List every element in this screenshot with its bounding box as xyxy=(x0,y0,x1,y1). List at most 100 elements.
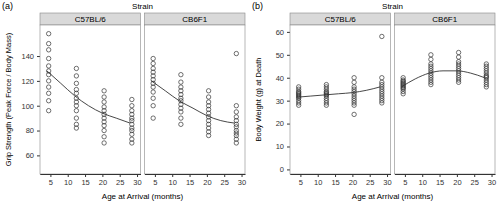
x-tick: 5 xyxy=(299,174,303,187)
point xyxy=(46,64,50,68)
x-tick-label: 15 xyxy=(436,178,444,187)
point xyxy=(151,104,155,108)
x-axis-line xyxy=(41,174,142,175)
strip-label: CB6F1 xyxy=(182,15,207,24)
x-tick-mark xyxy=(474,174,475,177)
point xyxy=(46,31,50,35)
y-tick: 10 xyxy=(276,142,290,151)
y-axis-title: Body Weight (g) at Death xyxy=(254,57,263,141)
x-tick-label: 10 xyxy=(419,178,427,187)
y-tick-label: 10 xyxy=(276,142,284,151)
y-tick: 60 xyxy=(276,28,290,37)
marks xyxy=(151,51,239,145)
y-tick-mark xyxy=(287,101,290,102)
y-tick-mark xyxy=(287,78,290,79)
y-tick: 100 xyxy=(21,102,40,111)
plot-frame xyxy=(290,25,391,174)
y-tick-label: 20 xyxy=(276,119,284,128)
point xyxy=(151,61,155,65)
facet: C57BL/651015202530 xyxy=(40,13,142,187)
point xyxy=(296,103,300,107)
x-tick: 20 xyxy=(349,174,357,187)
marks xyxy=(296,34,384,116)
point xyxy=(46,79,50,83)
x-tick: 5 xyxy=(403,174,407,187)
point xyxy=(46,56,50,60)
x-tick-label: 20 xyxy=(99,178,107,187)
x-tick-mark xyxy=(300,174,301,177)
y-tick-label: 60 xyxy=(276,28,284,37)
point xyxy=(102,95,106,99)
strip-label: CB6F1 xyxy=(432,15,457,24)
strip xyxy=(395,13,496,25)
point xyxy=(401,92,405,96)
y-tick-label: 30 xyxy=(276,97,284,106)
x-tick: 5 xyxy=(49,174,53,187)
y-tick: 40 xyxy=(276,74,290,83)
point xyxy=(352,112,356,116)
y-tick: 30 xyxy=(276,97,290,106)
point xyxy=(456,55,460,59)
panel-label: (b) xyxy=(252,1,263,11)
x-tick: 25 xyxy=(221,174,229,187)
x-tick-label: 25 xyxy=(116,178,124,187)
point xyxy=(74,66,78,70)
facet: C57BL/651015202530 xyxy=(290,13,392,187)
plot-frame xyxy=(40,25,141,174)
point xyxy=(484,85,488,89)
y-tick: 120 xyxy=(21,77,40,86)
y-axis: 60 80 100 120 140 xyxy=(21,26,40,175)
y-tick-mark xyxy=(37,56,40,57)
y-tick-mark xyxy=(287,55,290,56)
point xyxy=(74,126,78,130)
x-tick: 10 xyxy=(64,174,72,187)
y-tick-label: 80 xyxy=(26,126,34,135)
point xyxy=(46,108,50,112)
x-tick-mark xyxy=(120,174,121,177)
x-tick-mark xyxy=(370,174,371,177)
y-axis: 0 10 20 30 40 50 60 xyxy=(276,26,291,175)
point xyxy=(151,56,155,60)
x-tick-label: 5 xyxy=(403,178,407,187)
x-tick: 30 xyxy=(238,174,246,187)
point xyxy=(429,53,433,57)
x-tick: 15 xyxy=(331,174,339,187)
point xyxy=(429,57,433,61)
x-tick: 20 xyxy=(203,174,211,187)
y-tick-label: 120 xyxy=(21,77,34,86)
point xyxy=(102,89,106,93)
y-tick-label: 0 xyxy=(280,165,284,174)
y-tick-mark xyxy=(287,32,290,33)
y-tick-mark xyxy=(37,131,40,132)
x-tick-label: 10 xyxy=(169,178,177,187)
point xyxy=(151,90,155,94)
x-tick: 15 xyxy=(186,174,194,187)
point xyxy=(380,76,384,80)
x-tick-mark xyxy=(102,174,103,177)
x-tick: 25 xyxy=(366,174,374,187)
point xyxy=(46,85,50,89)
x-tick-label: 20 xyxy=(203,178,211,187)
y-tick: 60 xyxy=(26,151,40,160)
point xyxy=(179,110,183,114)
point xyxy=(130,104,134,108)
point xyxy=(46,48,50,52)
y-tick: 0 xyxy=(280,165,290,174)
fit-line xyxy=(297,87,380,97)
x-tick-label: 30 xyxy=(238,178,246,187)
point xyxy=(46,99,50,103)
x-tick-mark xyxy=(352,174,353,177)
x-tick-mark xyxy=(440,174,441,177)
x-tick-mark xyxy=(422,174,423,177)
strip xyxy=(145,13,246,25)
point xyxy=(46,41,50,45)
point xyxy=(74,116,78,120)
point xyxy=(456,80,460,84)
x-axis: 51015202530 xyxy=(395,174,496,187)
y-tick: 140 xyxy=(21,52,40,61)
y-tick-label: 50 xyxy=(276,51,284,60)
y-tick: 50 xyxy=(276,51,290,60)
title: Strain xyxy=(382,2,403,11)
x-tick-label: 25 xyxy=(471,178,479,187)
x-tick-label: 5 xyxy=(153,178,157,187)
